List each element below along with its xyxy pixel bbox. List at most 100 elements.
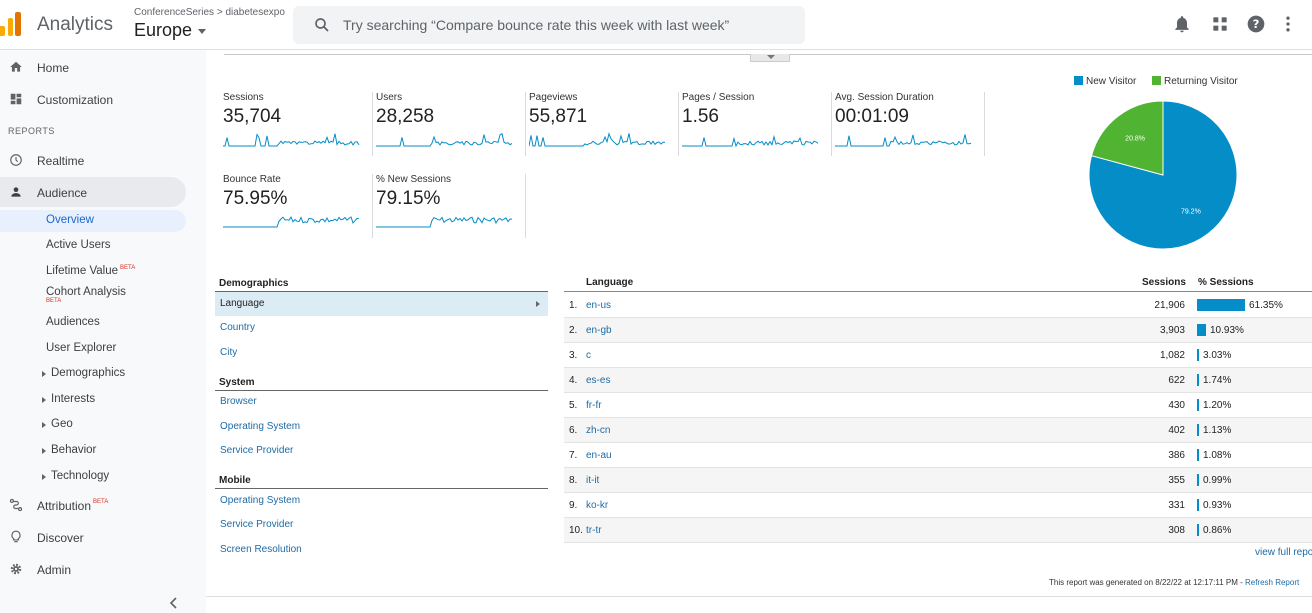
expand-arrow-icon [42,397,46,403]
metric-sessions[interactable]: Sessions 35,704 [223,92,373,156]
expand-arrow-icon [42,448,46,454]
row-number: 10. [569,525,583,536]
sidebar-item-behavior[interactable]: Behavior [0,440,188,462]
dimension-country[interactable]: Country [220,322,256,333]
language-link[interactable]: ko-kr [586,500,609,511]
dimension-mobile-service-provider[interactable]: Service Provider [220,519,294,530]
analytics-logo-icon[interactable] [0,12,24,36]
language-link[interactable]: zh-cn [586,425,611,436]
dimension-screen-resolution[interactable]: Screen Resolution [220,544,302,555]
share-bar [1197,524,1199,536]
help-icon[interactable]: ? [1246,14,1266,34]
nav-discover[interactable]: Discover [0,522,190,552]
sessions-value: 386 [1168,450,1185,461]
nav-home[interactable]: Home [0,52,190,82]
share-percent: 1.13% [1203,425,1232,436]
language-link[interactable]: en-au [586,450,612,461]
share-percent: 0.99% [1203,475,1232,486]
dimension-operating-system[interactable]: Operating System [220,421,301,432]
search-input[interactable] [343,6,793,44]
dimension-city[interactable]: City [220,347,238,358]
section-title-demographics: Demographics [219,278,289,289]
metric-bounce-rate[interactable]: Bounce Rate 75.95% [223,174,373,238]
report-generated-note: This report was generated on 8/22/22 at … [1049,578,1300,587]
sidebar-item-interests[interactable]: Interests [0,389,188,411]
language-link[interactable]: it-it [586,475,600,486]
sidebar-item-active-users[interactable]: Active Users [46,239,111,251]
share-percent: 0.86% [1203,525,1232,536]
pie-label-new-visitor: 79.2% [1181,208,1201,215]
nav-attribution[interactable]: Attribution BETA [0,490,190,520]
pie-label-returning-visitor: 20.8% [1125,136,1145,143]
pie-slice-returning-visitor[interactable] [1090,100,1164,176]
legend-item-returning-visitor: Returning Visitor [1152,76,1238,87]
table-row: 4. es-es 622 1.74% [564,368,1312,393]
sidebar-item-cohort-analysis[interactable]: Cohort Analysis BETA [46,286,126,304]
table-header: Language Sessions % Sessions [564,276,1312,292]
language-link[interactable]: c [586,350,591,361]
sparkline [376,132,513,147]
nav-audience[interactable]: Audience [0,177,186,207]
share-percent: 61.35% [1249,300,1283,311]
divider [215,390,548,391]
language-link[interactable]: en-us [586,300,612,311]
sidebar-item-geo[interactable]: Geo [0,414,188,436]
language-link[interactable]: fr-fr [586,400,602,411]
sidebar-item-overview[interactable]: Overview [0,210,186,232]
row-number: 3. [569,350,578,361]
chart-collapse-toggle[interactable] [750,54,790,62]
home-icon [10,61,22,72]
nav-customization[interactable]: Customization [0,84,190,114]
language-link[interactable]: tr-tr [586,525,602,536]
sparkline [682,134,819,148]
sidebar-item-demographics[interactable]: Demographics [0,363,188,385]
refresh-report-link[interactable]: Refresh Report [1244,578,1300,587]
legend-item-new-visitor: New Visitor [1074,76,1136,87]
sessions-value: 430 [1168,400,1185,411]
metric-new-sessions[interactable]: % New Sessions 79.15% [376,174,526,238]
apps-grid-icon[interactable] [1210,14,1230,34]
nav-realtime[interactable]: Realtime [0,145,190,175]
expand-arrow-icon [42,371,46,377]
metric-pages-per-session[interactable]: Pages / Session 1.56 [682,92,832,156]
property-name: Europe [134,20,193,40]
table-row: 7. en-au 386 1.08% [564,443,1312,468]
row-number: 6. [569,425,578,436]
table-row: 8. it-it 355 0.99% [564,468,1312,493]
row-number: 7. [569,450,578,461]
metric-avg-session-duration[interactable]: Avg. Session Duration 00:01:09 [835,92,985,156]
property-selector[interactable]: Europe [134,20,207,41]
dimension-service-provider[interactable]: Service Provider [220,445,294,456]
beta-badge: BETA [120,265,136,271]
row-number: 4. [569,375,578,386]
bell-icon[interactable] [1172,14,1192,34]
sidebar-item-technology[interactable]: Technology [0,466,188,488]
table-row: 9. ko-kr 331 0.93% [564,493,1312,518]
share-percent: 10.93% [1210,325,1244,336]
nav-admin[interactable]: Admin [0,554,190,584]
view-full-report-link[interactable]: view full report [1255,547,1312,558]
sidebar-item-user-explorer[interactable]: User Explorer [46,342,117,354]
sessions-value: 331 [1168,500,1185,511]
share-bar [1197,374,1199,386]
beta-badge: BETA [93,499,109,505]
language-link[interactable]: en-gb [586,325,612,336]
beta-badge: BETA [46,298,62,304]
sidebar-item-audiences[interactable]: Audiences [46,316,100,328]
collapse-sidebar-icon[interactable] [168,596,180,610]
metric-users[interactable]: Users 28,258 [376,92,526,156]
sessions-value: 402 [1168,425,1185,436]
gear-icon [10,563,22,575]
dimension-browser[interactable]: Browser [220,396,257,407]
account-breadcrumb[interactable]: ConferenceSeries > diabetesexpo [134,7,285,18]
more-vert-icon[interactable] [1278,14,1298,34]
dimension-mobile-operating-system[interactable]: Operating System [220,495,301,506]
table-row: 10. tr-tr 308 0.86% [564,518,1312,543]
language-link[interactable]: es-es [586,375,611,386]
dimension-language[interactable]: Language [215,292,548,316]
metric-pageviews[interactable]: Pageviews 55,871 [529,92,679,156]
sidebar-item-lifetime-value[interactable]: Lifetime Value BETA [46,265,136,277]
search-box[interactable] [293,6,805,44]
caret-down-icon [198,28,207,34]
share-bar [1197,499,1199,511]
